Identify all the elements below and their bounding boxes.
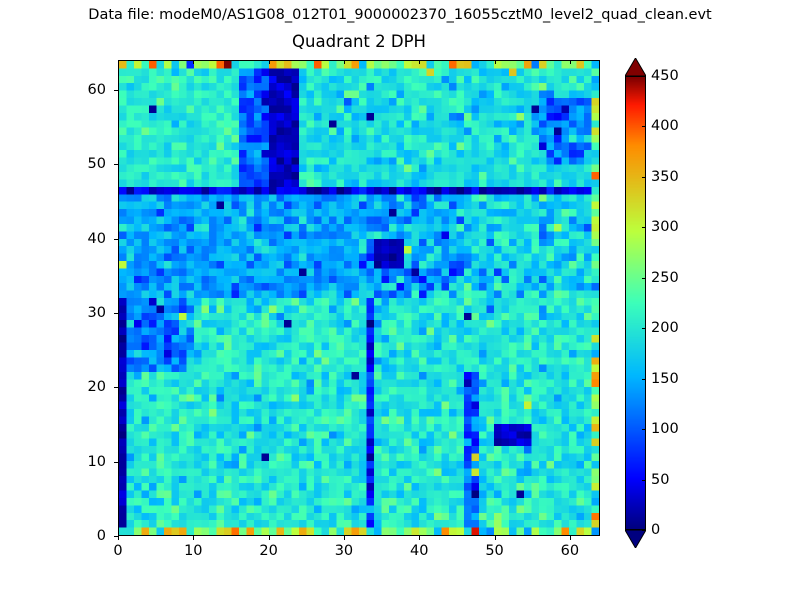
x-tick-mark [193, 536, 194, 540]
colorbar[interactable]: 0 50 100 150 200 250 300 350 400 450 [623, 58, 723, 548]
y-tick-label: 60 [87, 81, 106, 98]
colorbar-tick-label: 350 [651, 168, 679, 185]
heatmap-image [119, 61, 599, 535]
colorbar-tick-mark [642, 227, 646, 228]
colorbar-gradient-image [626, 77, 645, 529]
colorbar-tick-mark [642, 177, 646, 178]
x-tick-mark-top [495, 60, 496, 64]
y-tick-mark [114, 536, 118, 537]
x-tick-mark-top [419, 60, 420, 64]
x-tick-mark [419, 536, 420, 540]
x-tick-mark [118, 536, 119, 540]
y-tick-label: 40 [87, 230, 106, 247]
y-tick-label: 50 [87, 156, 106, 173]
y-tick-mark [114, 164, 118, 165]
x-tick-mark-top [269, 60, 270, 64]
colorbar-tick-mark [642, 429, 646, 430]
x-tick-label: 60 [560, 543, 580, 559]
colorbar-tick-label: 100 [651, 421, 679, 438]
x-tick-mark-top [344, 60, 345, 64]
y-tick-label: 30 [87, 304, 106, 321]
colorbar-tick-label: 200 [651, 320, 679, 337]
x-tick-label: 20 [259, 543, 278, 559]
colorbar-tick-mark [642, 328, 646, 329]
x-tick-mark-top [193, 60, 194, 64]
colorbar-tick-label: 250 [651, 269, 679, 286]
y-tick-label: 20 [87, 379, 106, 396]
x-tick-label: 0 [113, 543, 123, 559]
y-tick-mark [114, 387, 118, 388]
plot-title: Quadrant 2 DPH [292, 32, 426, 51]
colorbar-tick-mark [642, 379, 646, 380]
colorbar-gradient [625, 76, 646, 530]
colorbar-tick-mark [642, 126, 646, 127]
y-tick-mark [114, 90, 118, 91]
colorbar-tick-label: 50 [651, 471, 670, 488]
y-tick-mark [114, 462, 118, 463]
data-file-label: Data file: modeM0/AS1G08_012T01_90000023… [88, 7, 712, 23]
colorbar-tick-mark [642, 480, 646, 481]
x-tick-mark [344, 536, 345, 540]
colorbar-tick-label: 300 [651, 219, 679, 236]
y-tick-mark [114, 313, 118, 314]
x-tick-mark [269, 536, 270, 540]
colorbar-extend-max-arrow [625, 58, 646, 76]
colorbar-tick-label: 400 [651, 118, 679, 135]
colorbar-tick-mark [642, 278, 646, 279]
colorbar-tick-mark [642, 76, 646, 77]
x-tick-label: 30 [334, 543, 354, 559]
x-tick-label: 10 [184, 543, 203, 559]
x-tick-label: 40 [410, 543, 429, 559]
y-tick-mark [114, 239, 118, 240]
x-tick-mark [570, 536, 571, 540]
x-tick-mark-top [570, 60, 571, 64]
y-tick-label: 10 [87, 453, 106, 470]
x-tick-mark [495, 536, 496, 540]
heatmap-plot-area[interactable] [118, 60, 600, 536]
colorbar-tick-label: 0 [651, 522, 661, 538]
x-tick-mark-top [118, 60, 119, 64]
colorbar-extend-min-arrow [625, 530, 646, 548]
colorbar-tick-mark [642, 530, 646, 531]
colorbar-tick-label: 150 [651, 370, 679, 387]
colorbar-tick-label: 450 [651, 68, 679, 84]
x-tick-label: 50 [485, 543, 504, 559]
y-tick-label: 0 [96, 528, 106, 544]
